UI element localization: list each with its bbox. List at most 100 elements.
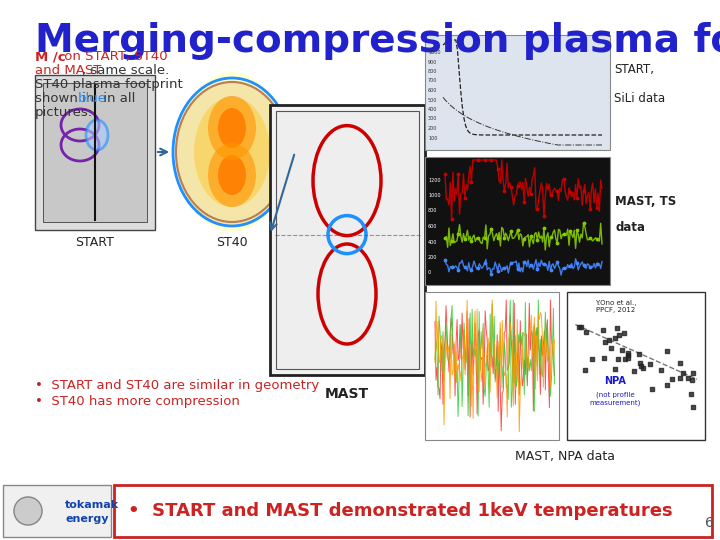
Ellipse shape — [218, 155, 246, 195]
Point — [525, 190, 536, 198]
Text: NPA: NPA — [605, 376, 626, 386]
Point — [609, 334, 621, 342]
Point — [558, 230, 570, 239]
Text: 6: 6 — [705, 516, 714, 530]
Point — [499, 264, 510, 272]
Text: MAST, NPA data: MAST, NPA data — [515, 450, 615, 463]
Text: 400: 400 — [428, 240, 437, 245]
Point — [636, 362, 647, 370]
Point — [612, 355, 624, 363]
Point — [622, 349, 634, 357]
Ellipse shape — [208, 143, 256, 207]
Point — [674, 359, 685, 367]
Point — [485, 156, 497, 164]
Point — [687, 369, 698, 377]
Text: pictures:: pictures: — [35, 106, 93, 119]
Point — [633, 350, 644, 359]
Ellipse shape — [177, 72, 287, 232]
Text: 500: 500 — [428, 98, 437, 103]
Text: START: START — [76, 236, 114, 249]
Text: 200: 200 — [428, 255, 437, 260]
Text: on START, ST40: on START, ST40 — [60, 50, 168, 63]
Ellipse shape — [194, 97, 270, 207]
Point — [518, 197, 530, 206]
Text: MAST, TS: MAST, TS — [615, 195, 676, 208]
FancyBboxPatch shape — [425, 157, 610, 285]
Text: 0: 0 — [428, 271, 431, 275]
Point — [564, 227, 576, 235]
Text: blue: blue — [78, 92, 107, 105]
Point — [439, 234, 451, 243]
Text: energy: energy — [65, 514, 109, 524]
Point — [585, 204, 596, 213]
Point — [446, 237, 457, 245]
Point — [644, 360, 656, 368]
Text: •  ST40 has more compression: • ST40 has more compression — [35, 395, 240, 408]
Point — [552, 258, 563, 266]
Point — [634, 359, 646, 367]
Point — [598, 326, 609, 334]
Text: 1200: 1200 — [428, 178, 441, 183]
Point — [662, 347, 673, 356]
Point — [492, 164, 503, 173]
Point — [587, 355, 598, 363]
Point — [499, 187, 510, 195]
Point — [552, 187, 563, 196]
Text: •  START and MAST demonstrated 1keV temperatures: • START and MAST demonstrated 1keV tempe… — [128, 502, 672, 520]
Point — [618, 329, 629, 338]
Point — [512, 226, 523, 234]
Point — [571, 259, 582, 267]
Text: SiLi data: SiLi data — [614, 92, 665, 105]
Text: 900: 900 — [428, 59, 437, 64]
Point — [613, 330, 624, 339]
Point — [585, 234, 596, 242]
Point — [492, 234, 503, 242]
Point — [573, 323, 585, 332]
Point — [531, 235, 543, 244]
Point — [647, 385, 658, 394]
Point — [538, 212, 549, 220]
FancyBboxPatch shape — [427, 159, 608, 283]
FancyBboxPatch shape — [276, 111, 419, 369]
Point — [591, 235, 603, 244]
Point — [611, 324, 622, 333]
Point — [619, 355, 631, 363]
FancyBboxPatch shape — [567, 292, 705, 440]
Text: (not profile
measurement): (not profile measurement) — [590, 392, 642, 406]
FancyBboxPatch shape — [270, 105, 425, 375]
Point — [485, 225, 497, 234]
Ellipse shape — [174, 80, 289, 226]
Point — [571, 226, 582, 235]
Point — [452, 229, 464, 238]
Text: 300: 300 — [428, 117, 437, 122]
Point — [538, 224, 549, 233]
Point — [512, 265, 523, 274]
Point — [666, 375, 678, 383]
Point — [655, 366, 667, 374]
Text: •  START and ST40 are similar in geometry: • START and ST40 are similar in geometry — [35, 379, 319, 392]
Point — [675, 374, 686, 383]
Point — [479, 233, 490, 242]
Point — [472, 156, 484, 164]
FancyBboxPatch shape — [43, 83, 147, 222]
Point — [591, 260, 603, 268]
Point — [545, 191, 557, 200]
Point — [446, 215, 457, 224]
Point — [610, 365, 621, 374]
Point — [531, 265, 543, 273]
Point — [452, 170, 464, 179]
Point — [545, 233, 557, 242]
Text: , same scale.: , same scale. — [82, 64, 169, 77]
Text: Merging-compression plasma formatio: Merging-compression plasma formatio — [35, 22, 720, 60]
Point — [682, 374, 693, 382]
Point — [459, 235, 471, 244]
Point — [518, 234, 530, 243]
Point — [558, 175, 570, 184]
Text: 1000: 1000 — [428, 193, 441, 198]
Text: ST40 plasma footprint: ST40 plasma footprint — [35, 78, 183, 91]
Point — [499, 234, 510, 242]
Point — [598, 354, 610, 363]
Point — [677, 369, 688, 377]
Point — [585, 263, 596, 272]
FancyBboxPatch shape — [3, 485, 111, 537]
